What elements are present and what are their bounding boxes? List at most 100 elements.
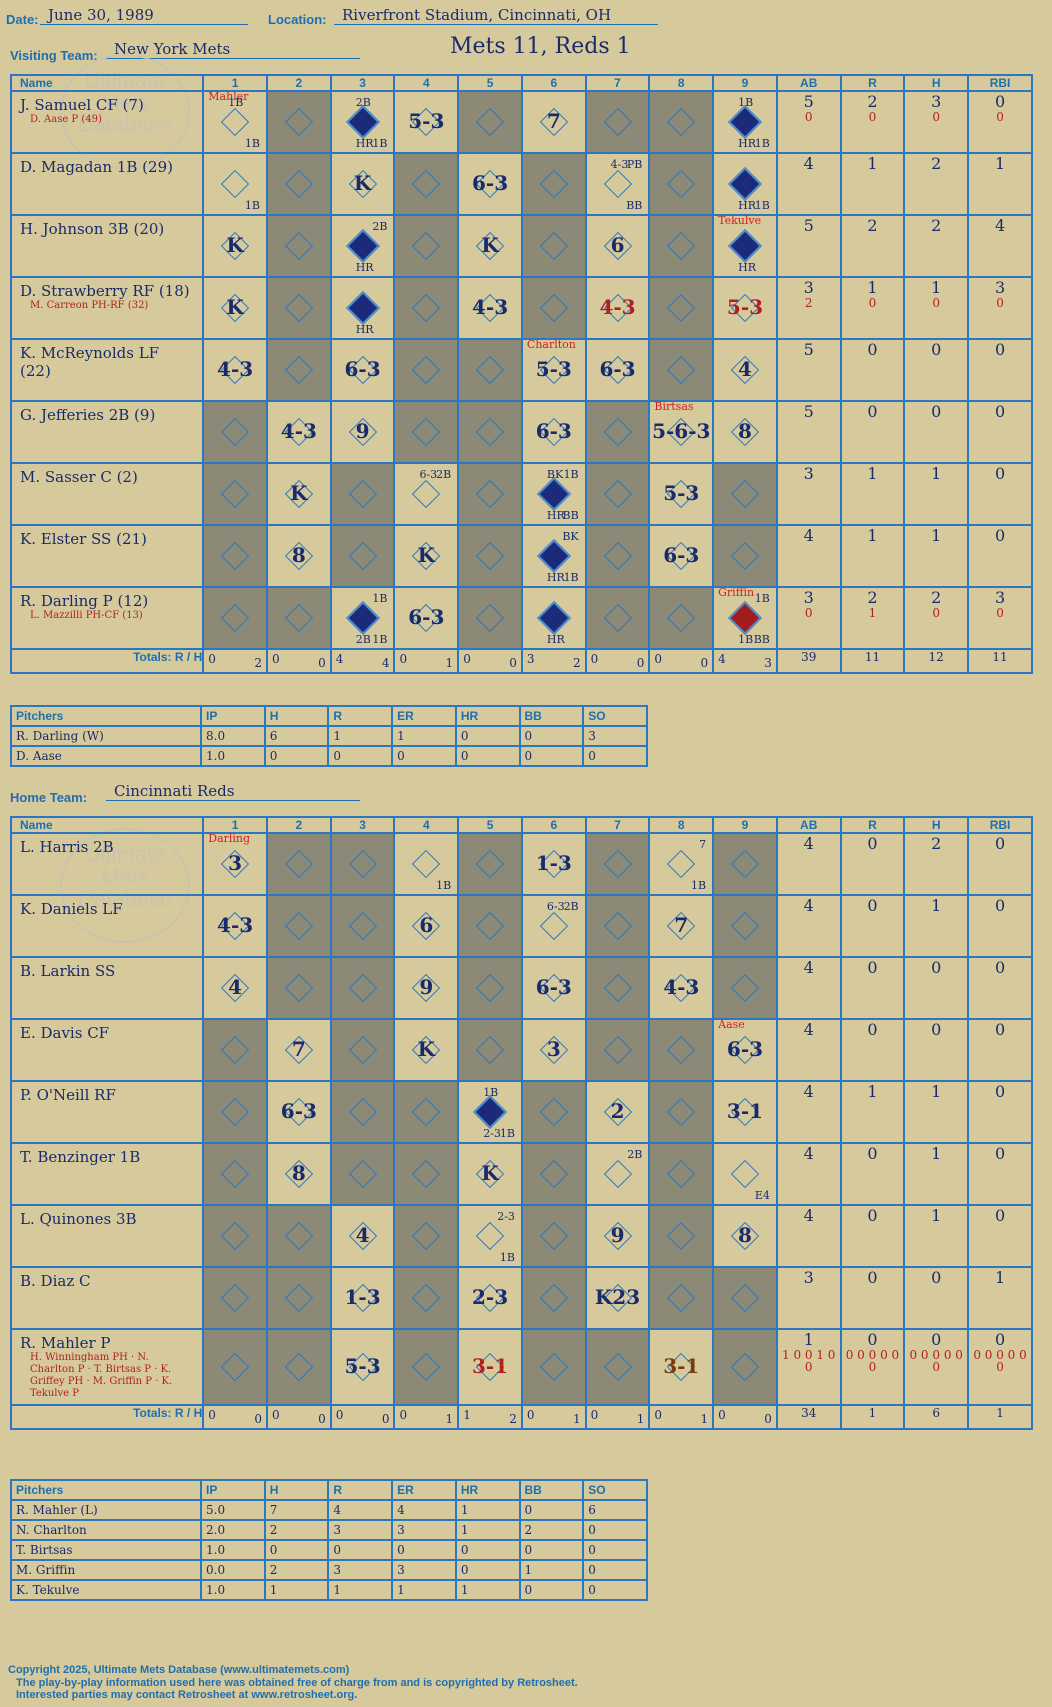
at-bat-cell[interactable]: 1-3: [329, 1266, 396, 1330]
at-bat-cell[interactable]: [648, 338, 715, 402]
at-bat-cell[interactable]: 6-3: [648, 524, 715, 588]
at-bat-cell[interactable]: 5-3 Charlton: [520, 338, 587, 402]
at-bat-cell[interactable]: [265, 586, 332, 650]
at-bat-cell[interactable]: [584, 400, 651, 464]
at-bat-cell[interactable]: 6: [584, 214, 651, 278]
at-bat-cell[interactable]: [584, 462, 651, 526]
at-bat-cell[interactable]: [202, 400, 268, 464]
at-bat-cell[interactable]: [329, 1080, 396, 1144]
at-bat-cell[interactable]: [265, 1204, 332, 1268]
at-bat-cell[interactable]: [265, 956, 332, 1020]
at-bat-cell[interactable]: 4: [202, 956, 268, 1020]
at-bat-cell[interactable]: 9: [329, 400, 396, 464]
at-bat-cell[interactable]: [265, 276, 332, 340]
at-bat-cell[interactable]: 1-3: [520, 832, 587, 896]
at-bat-cell[interactable]: [393, 400, 460, 464]
at-bat-cell[interactable]: HR: [520, 586, 587, 650]
at-bat-cell[interactable]: 4-3: [457, 276, 523, 340]
at-bat-cell[interactable]: [202, 1080, 268, 1144]
at-bat-cell[interactable]: [457, 524, 523, 588]
at-bat-cell[interactable]: 1B: [202, 152, 268, 216]
at-bat-cell[interactable]: [584, 1018, 651, 1082]
at-bat-cell[interactable]: [265, 338, 332, 402]
at-bat-cell[interactable]: 6-3: [265, 1080, 332, 1144]
at-bat-cell[interactable]: [648, 1266, 715, 1330]
at-bat-cell[interactable]: K: [202, 276, 268, 340]
at-bat-cell[interactable]: 6-3 Aase: [712, 1018, 778, 1082]
at-bat-cell[interactable]: 2B HR 1B: [329, 90, 396, 154]
at-bat-cell[interactable]: [457, 894, 523, 958]
at-bat-cell[interactable]: [329, 524, 396, 588]
at-bat-cell[interactable]: [648, 152, 715, 216]
at-bat-cell[interactable]: [329, 462, 396, 526]
at-bat-cell[interactable]: K: [457, 214, 523, 278]
at-bat-cell[interactable]: 1B: [393, 832, 460, 896]
at-bat-cell[interactable]: HR Tekulve: [712, 214, 778, 278]
at-bat-cell[interactable]: 5-3: [712, 276, 778, 340]
at-bat-cell[interactable]: [202, 524, 268, 588]
at-bat-cell[interactable]: 4-3: [648, 956, 715, 1020]
at-bat-cell[interactable]: 8: [265, 524, 332, 588]
at-bat-cell[interactable]: [584, 956, 651, 1020]
at-bat-cell[interactable]: 9: [584, 1204, 651, 1268]
at-bat-cell[interactable]: BK HR 1B: [520, 524, 587, 588]
at-bat-cell[interactable]: [712, 956, 778, 1020]
at-bat-cell[interactable]: [520, 1142, 587, 1206]
at-bat-cell[interactable]: [457, 1018, 523, 1082]
at-bat-cell[interactable]: [520, 1204, 587, 1268]
at-bat-cell[interactable]: [457, 338, 523, 402]
at-bat-cell[interactable]: [584, 832, 651, 896]
at-bat-cell[interactable]: [265, 152, 332, 216]
at-bat-cell[interactable]: 7 1B: [648, 832, 715, 896]
at-bat-cell[interactable]: [393, 214, 460, 278]
at-bat-cell[interactable]: HR: [329, 276, 396, 340]
at-bat-cell[interactable]: [584, 524, 651, 588]
at-bat-cell[interactable]: 2: [584, 1080, 651, 1144]
at-bat-cell[interactable]: [457, 956, 523, 1020]
at-bat-cell[interactable]: [520, 152, 587, 216]
at-bat-cell[interactable]: K: [329, 152, 396, 216]
at-bat-cell[interactable]: 2B HR: [329, 214, 396, 278]
at-bat-cell[interactable]: 7: [265, 1018, 332, 1082]
at-bat-cell[interactable]: [265, 894, 332, 958]
at-bat-cell[interactable]: [648, 1204, 715, 1268]
at-bat-cell[interactable]: [393, 1080, 460, 1144]
at-bat-cell[interactable]: 4-3: [265, 400, 332, 464]
at-bat-cell[interactable]: 5-3: [393, 90, 460, 154]
at-bat-cell[interactable]: [520, 276, 587, 340]
at-bat-cell[interactable]: [712, 894, 778, 958]
at-bat-cell[interactable]: [712, 1266, 778, 1330]
at-bat-cell[interactable]: [393, 276, 460, 340]
at-bat-cell[interactable]: 8: [712, 1204, 778, 1268]
at-bat-cell[interactable]: 8: [712, 400, 778, 464]
at-bat-cell[interactable]: [457, 400, 523, 464]
at-bat-cell[interactable]: [393, 152, 460, 216]
at-bat-cell[interactable]: [648, 1142, 715, 1206]
at-bat-cell[interactable]: 1B 1B Mahler: [202, 90, 268, 154]
at-bat-cell[interactable]: K: [457, 1142, 523, 1206]
at-bat-cell[interactable]: 6-3 2B: [520, 894, 587, 958]
at-bat-cell[interactable]: [393, 1328, 460, 1406]
at-bat-cell[interactable]: K23: [584, 1266, 651, 1330]
at-bat-cell[interactable]: 3-1: [712, 1080, 778, 1144]
at-bat-cell[interactable]: [648, 586, 715, 650]
at-bat-cell[interactable]: [329, 1018, 396, 1082]
at-bat-cell[interactable]: 4-3: [202, 894, 268, 958]
at-bat-cell[interactable]: [202, 1204, 268, 1268]
at-bat-cell[interactable]: [393, 1266, 460, 1330]
at-bat-cell[interactable]: 6-3: [393, 586, 460, 650]
at-bat-cell[interactable]: [393, 338, 460, 402]
at-bat-cell[interactable]: [584, 90, 651, 154]
at-bat-cell[interactable]: [202, 1328, 268, 1406]
at-bat-cell[interactable]: 5-6-3 Birtsas: [648, 400, 715, 464]
at-bat-cell[interactable]: 4-3 PB BB: [584, 152, 651, 216]
at-bat-cell[interactable]: [648, 214, 715, 278]
at-bat-cell[interactable]: HR 1B: [712, 152, 778, 216]
at-bat-cell[interactable]: [329, 832, 396, 896]
at-bat-cell[interactable]: [648, 90, 715, 154]
at-bat-cell[interactable]: [648, 276, 715, 340]
at-bat-cell[interactable]: BK 1B HR BB: [520, 462, 587, 526]
at-bat-cell[interactable]: 2B: [584, 1142, 651, 1206]
at-bat-cell[interactable]: [648, 1018, 715, 1082]
at-bat-cell[interactable]: [329, 894, 396, 958]
